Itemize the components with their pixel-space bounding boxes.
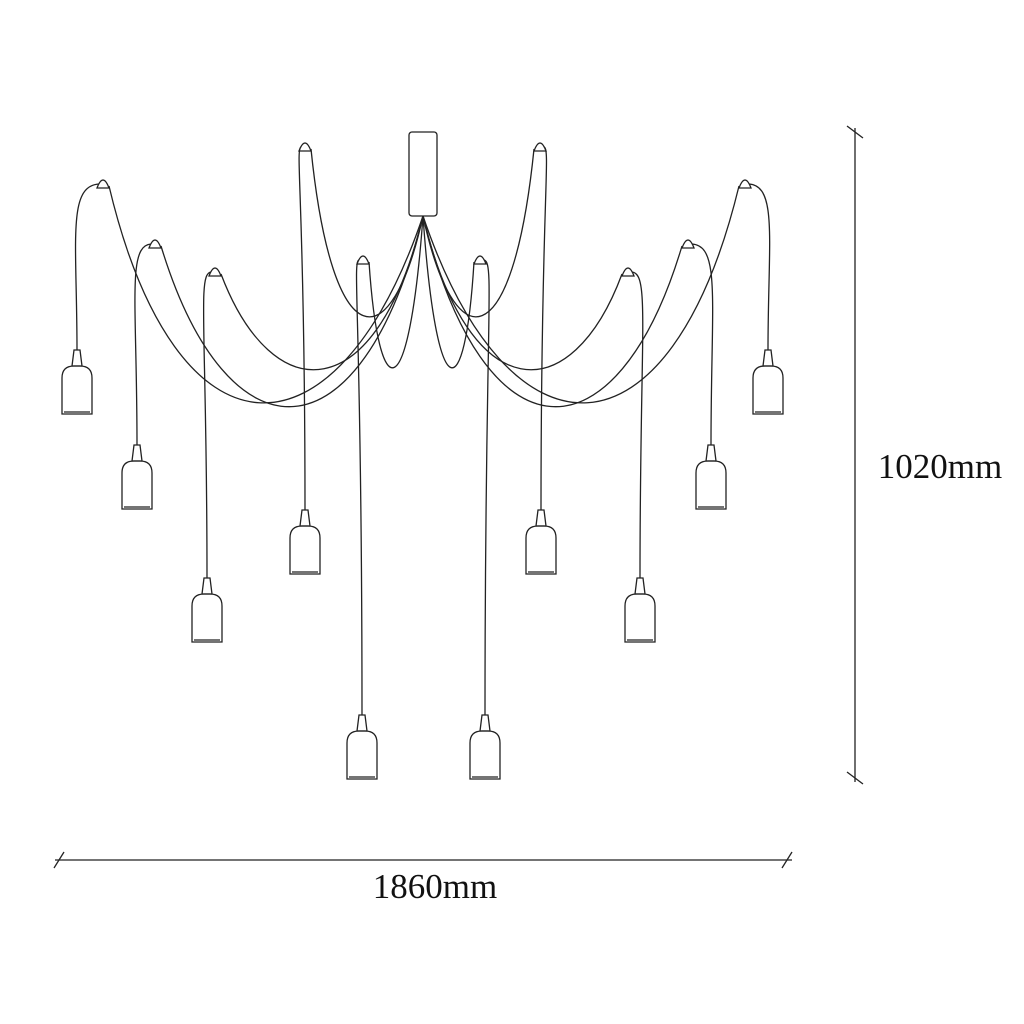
cord (368, 215, 424, 369)
socket (131, 444, 143, 462)
drop-cord (202, 271, 212, 579)
cord (220, 215, 424, 371)
cord (422, 215, 683, 408)
height-dimension: 1020mm (846, 125, 1002, 785)
socket (71, 349, 83, 367)
socket (201, 577, 213, 595)
hook (533, 142, 547, 152)
dimension-tick (846, 771, 864, 785)
chandelier (61, 131, 784, 780)
cord (422, 215, 475, 369)
drop-cord (631, 271, 644, 579)
hook (621, 267, 635, 277)
cord (160, 215, 424, 408)
socket (634, 577, 646, 595)
socket (299, 509, 311, 527)
height-label: 1020mm (878, 447, 1002, 486)
dimension-tick (781, 851, 793, 869)
cord (422, 148, 535, 318)
drop-cord (483, 259, 490, 716)
width-dimension: 1860mm (53, 851, 793, 906)
drop-cord (74, 183, 100, 351)
socket (705, 444, 717, 462)
dimension-tick (846, 125, 864, 139)
hook (473, 255, 487, 265)
hook (681, 239, 695, 249)
socket (356, 714, 368, 732)
hook (208, 267, 222, 277)
canopy (408, 131, 438, 217)
socket (762, 349, 774, 367)
drop-cord (691, 243, 714, 446)
socket (535, 509, 547, 527)
cord (108, 185, 424, 404)
drop-cord (134, 243, 152, 446)
width-label: 1860mm (373, 867, 497, 906)
dimension-tick (53, 851, 65, 869)
cord (422, 185, 740, 404)
drop-cord (748, 183, 771, 351)
hook (738, 179, 752, 189)
socket (479, 714, 491, 732)
